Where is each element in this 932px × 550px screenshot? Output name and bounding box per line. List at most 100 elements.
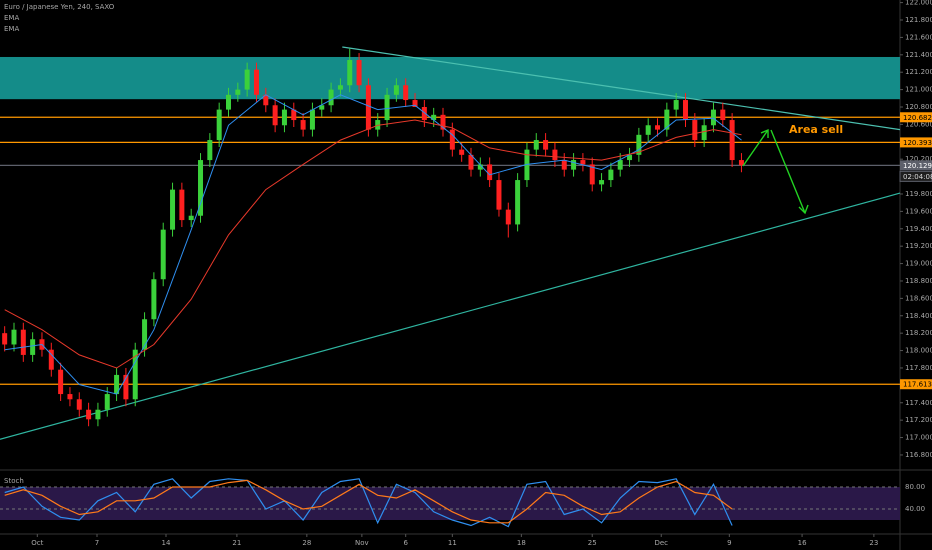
- candle-body: [738, 160, 744, 166]
- candle-body: [477, 164, 483, 170]
- y-tick-label: 119.000: [905, 260, 932, 268]
- candle-body: [244, 69, 250, 90]
- candle-body: [11, 329, 17, 345]
- chart-title: Euro / Japanese Yen, 240, SAXO: [4, 3, 115, 11]
- candle-body: [729, 120, 735, 161]
- y-tick-label: 121.800: [905, 16, 932, 24]
- candle-body: [123, 374, 129, 400]
- x-tick-label: 21: [232, 539, 241, 547]
- candle-body: [543, 140, 549, 150]
- candle-body: [263, 94, 269, 106]
- legend-entry: EMA: [4, 25, 19, 33]
- candle-body: [496, 180, 502, 210]
- candle-body: [104, 394, 110, 410]
- candle-body: [710, 109, 716, 126]
- price-label-box: [900, 160, 932, 171]
- candle-body: [300, 120, 306, 130]
- candle-body: [319, 105, 325, 110]
- candle-body: [589, 164, 595, 185]
- candle-body: [207, 140, 213, 161]
- price-label-box: [900, 112, 932, 123]
- supply-zone: [0, 56, 900, 100]
- candle-body: [487, 164, 493, 181]
- arrow-up: [742, 129, 769, 167]
- arrow-down: [770, 129, 806, 214]
- candle-body: [645, 125, 651, 135]
- candle-body: [533, 140, 539, 150]
- candle-body: [58, 369, 64, 395]
- stoch-line: [4, 478, 733, 528]
- candle-body: [617, 160, 623, 170]
- candle-body: [30, 339, 36, 355]
- arrow-head: [760, 128, 769, 138]
- y-tick-label: 117.800: [905, 364, 932, 372]
- x-tick-label: 23: [869, 539, 878, 547]
- ema-line: [4, 119, 742, 369]
- candle-body: [515, 180, 521, 225]
- candle-body: [179, 189, 185, 221]
- candle-body: [608, 169, 614, 181]
- x-tick-label: Nov: [355, 539, 369, 547]
- y-tick-label: 120.800: [905, 103, 932, 111]
- candle-body: [561, 160, 567, 170]
- candle-body: [235, 89, 241, 95]
- candle-body: [20, 329, 26, 355]
- candle-body: [132, 349, 138, 400]
- candle-body: [48, 349, 54, 370]
- y-tick-label: 122.000: [905, 0, 932, 7]
- candle-body: [552, 149, 558, 161]
- countdown: 02:04:08: [903, 173, 932, 181]
- candle-body: [701, 125, 707, 141]
- candle-body: [151, 279, 157, 320]
- candle-body: [356, 60, 362, 86]
- legend-entry: EMA: [4, 14, 19, 22]
- y-tick-label: 119.600: [905, 207, 932, 215]
- x-tick-label: 18: [517, 539, 526, 547]
- candle-body: [365, 85, 371, 130]
- candle-body: [459, 149, 465, 155]
- candle-body: [421, 106, 427, 121]
- candle-body: [627, 154, 633, 161]
- candle-body: [95, 409, 101, 420]
- candle-body: [160, 229, 166, 280]
- countdown-box: [899, 170, 932, 182]
- candle-body: [170, 189, 176, 230]
- x-tick-label: Dec: [654, 539, 668, 547]
- candle-body: [449, 129, 455, 150]
- candle-body: [281, 109, 287, 126]
- candle-body: [67, 394, 73, 400]
- price-label-box: [900, 137, 932, 148]
- x-tick-label: Oct: [31, 539, 43, 547]
- candle-body: [347, 60, 353, 86]
- candle-body: [198, 160, 204, 216]
- y-tick-label: 121.000: [905, 86, 932, 94]
- candle-body: [253, 69, 259, 95]
- price-label-box: [900, 379, 932, 390]
- candle-body: [571, 160, 577, 170]
- y-tick-label: 119.800: [905, 190, 932, 198]
- candle-body: [664, 109, 670, 130]
- stoch-line: [4, 479, 733, 524]
- x-tick-label: 7: [95, 539, 99, 547]
- x-tick-label: 25: [588, 539, 597, 547]
- ema-line: [4, 94, 742, 395]
- price-label: 117.613: [903, 381, 932, 389]
- candle-body: [599, 180, 605, 185]
- x-tick-label: 6: [403, 539, 408, 547]
- candle-body: [2, 333, 8, 345]
- candle-body: [412, 100, 418, 107]
- y-tick-label: 117.200: [905, 416, 932, 424]
- candle-body: [431, 114, 437, 121]
- y-tick-label: 121.600: [905, 33, 932, 41]
- y-tick-label: 118.000: [905, 347, 932, 355]
- candle-body: [580, 160, 586, 165]
- candle-body: [225, 94, 231, 110]
- candle-body: [393, 85, 399, 95]
- annotation: Area sell: [789, 123, 843, 136]
- y-tick-label: 117.000: [905, 434, 932, 442]
- y-tick-label: 120.600: [905, 120, 932, 128]
- y-tick-label: 121.200: [905, 68, 932, 76]
- candle-body: [216, 109, 222, 141]
